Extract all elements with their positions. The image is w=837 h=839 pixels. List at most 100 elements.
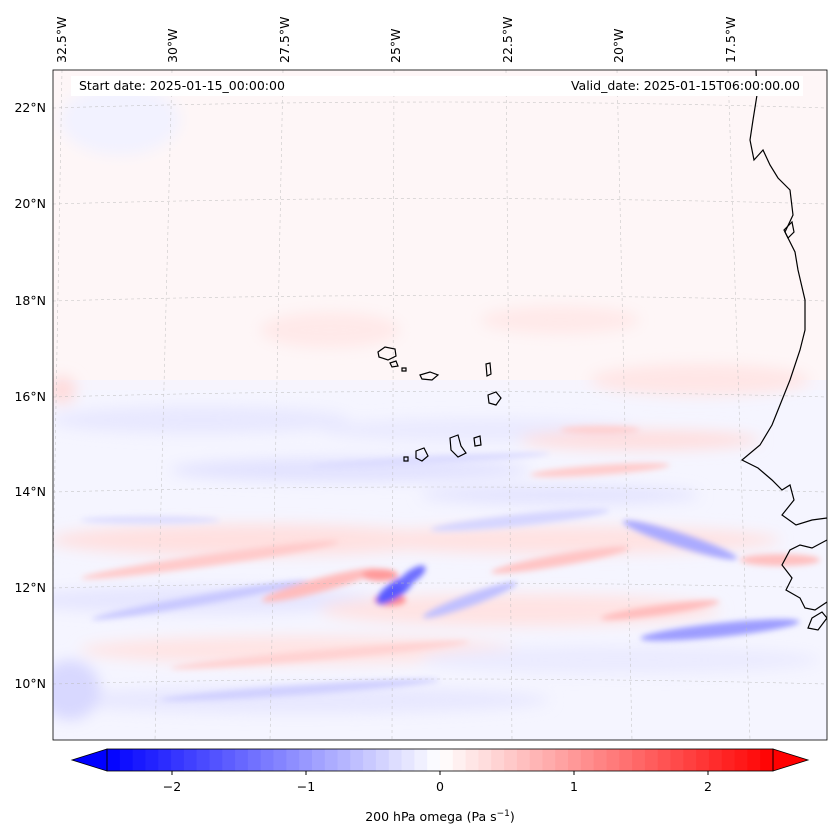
omega-field <box>53 70 827 740</box>
colorbar-band <box>452 749 467 771</box>
lon-label: 22.5°W <box>500 17 515 63</box>
colorbar-tick-label: 0 <box>436 779 444 794</box>
colorbar: −2 −1 0 1 2 200 hPa omega (Pa s−1) <box>70 748 810 824</box>
lat-label: 12°N <box>14 580 46 595</box>
lat-label: 10°N <box>14 676 46 691</box>
colorbar-band <box>491 749 505 771</box>
colorbar-band <box>286 749 300 771</box>
colorbar-band <box>388 749 403 771</box>
island <box>449 434 467 458</box>
colorbar-label-exponent: −1 <box>497 809 510 819</box>
colorbar-band <box>747 749 761 771</box>
island <box>485 362 492 377</box>
colorbar-band <box>260 749 275 771</box>
colorbar-band <box>363 749 377 771</box>
lon-label: 25°W <box>388 28 403 63</box>
island <box>473 435 482 447</box>
colorbar-band <box>171 749 185 771</box>
colorbar-band <box>683 749 697 771</box>
colorbar-band <box>696 749 710 771</box>
colorbar-band <box>107 749 121 771</box>
lon-label: 30°W <box>165 28 180 63</box>
colorbar-tick-label: 1 <box>570 779 578 794</box>
colorbar-tick-label: 2 <box>704 779 712 794</box>
colorbar-band <box>529 749 544 771</box>
colorbar-band <box>708 749 723 771</box>
colorbar-label-text: 200 hPa omega (Pa s <box>365 809 496 824</box>
colorbar-extend-low <box>70 748 108 772</box>
island <box>487 391 502 406</box>
colorbar-band <box>478 749 492 771</box>
colorbar-band <box>235 749 249 771</box>
lon-label: 27.5°W <box>277 17 292 63</box>
colorbar-band <box>350 749 364 771</box>
colorbar-band <box>619 749 633 771</box>
colorbar-band <box>760 749 774 771</box>
coastlines <box>377 70 827 631</box>
colorbar-band <box>555 749 569 771</box>
colorbar-band <box>196 749 211 771</box>
colorbar-band <box>145 749 159 771</box>
start-date-label: Start date: 2025-01-15_00:00:00 <box>79 78 285 93</box>
lat-label: 20°N <box>14 196 46 211</box>
colorbar-tick-label: −1 <box>297 779 315 794</box>
map-panel: Start date: 2025-01-15_00:00:00 Valid_da… <box>52 69 828 741</box>
colorbar-band <box>516 749 531 771</box>
colorbar-label: 200 hPa omega (Pa s−1) <box>365 809 515 824</box>
colorbar-band <box>440 749 454 771</box>
colorbar-band <box>670 749 684 771</box>
colorbar-band <box>606 749 620 771</box>
colorbar-band <box>311 749 326 771</box>
colorbar-band <box>299 749 313 771</box>
colorbar-band <box>593 749 608 771</box>
colorbar-band <box>465 749 480 771</box>
colorbar-band <box>580 749 595 771</box>
colorbar-tick-label: −2 <box>163 779 181 794</box>
colorbar-band <box>209 749 223 771</box>
colorbar-band <box>568 749 582 771</box>
lat-label: 14°N <box>14 484 46 499</box>
colorbar-band <box>414 749 428 771</box>
colorbar-band <box>504 749 518 771</box>
lon-label: 17.5°W <box>723 17 738 63</box>
lon-label: 20°W <box>611 28 626 63</box>
lat-label: 16°N <box>14 389 46 404</box>
lat-label: 18°N <box>14 293 46 308</box>
colorbar-band <box>401 749 415 771</box>
colorbar-extend-high <box>772 748 810 772</box>
colorbar-band <box>657 749 672 771</box>
longitude-axis: 32.5°W 30°W 27.5°W 25°W 22.5°W 20°W 17.5… <box>54 17 738 63</box>
colorbar-band <box>247 749 262 771</box>
africa-coastline <box>740 70 827 526</box>
island <box>389 360 399 368</box>
colorbar-band <box>721 749 736 771</box>
island <box>403 456 409 462</box>
header-box <box>71 76 803 96</box>
colorbar-band <box>324 749 339 771</box>
colorbar-band <box>375 749 390 771</box>
colorbar-band <box>222 749 236 771</box>
island <box>415 447 429 462</box>
colorbar-band <box>273 749 287 771</box>
lat-label: 22°N <box>14 100 46 115</box>
colorbar-band <box>119 749 134 771</box>
island <box>377 346 397 361</box>
colorbar-band <box>542 749 556 771</box>
island <box>401 367 407 372</box>
colorbar-label-close: ) <box>510 809 515 824</box>
map-frame <box>52 69 828 741</box>
colorbar-band <box>427 749 441 771</box>
lon-label: 32.5°W <box>54 17 69 63</box>
colorbar-band <box>632 749 646 771</box>
graticule <box>53 70 827 740</box>
colorbar-band <box>158 749 172 771</box>
colorbar-band <box>644 749 659 771</box>
colorbar-band <box>132 749 147 771</box>
colorbar-band <box>183 749 198 771</box>
valid-date-label: Valid_date: 2025-01-15T06:00:00.00 <box>571 78 800 93</box>
latitude-axis: 22°N 20°N 18°N 16°N 14°N 12°N 10°N <box>14 100 46 691</box>
island <box>419 371 440 381</box>
colorbar-band <box>337 749 351 771</box>
colorbar-band <box>734 749 748 771</box>
